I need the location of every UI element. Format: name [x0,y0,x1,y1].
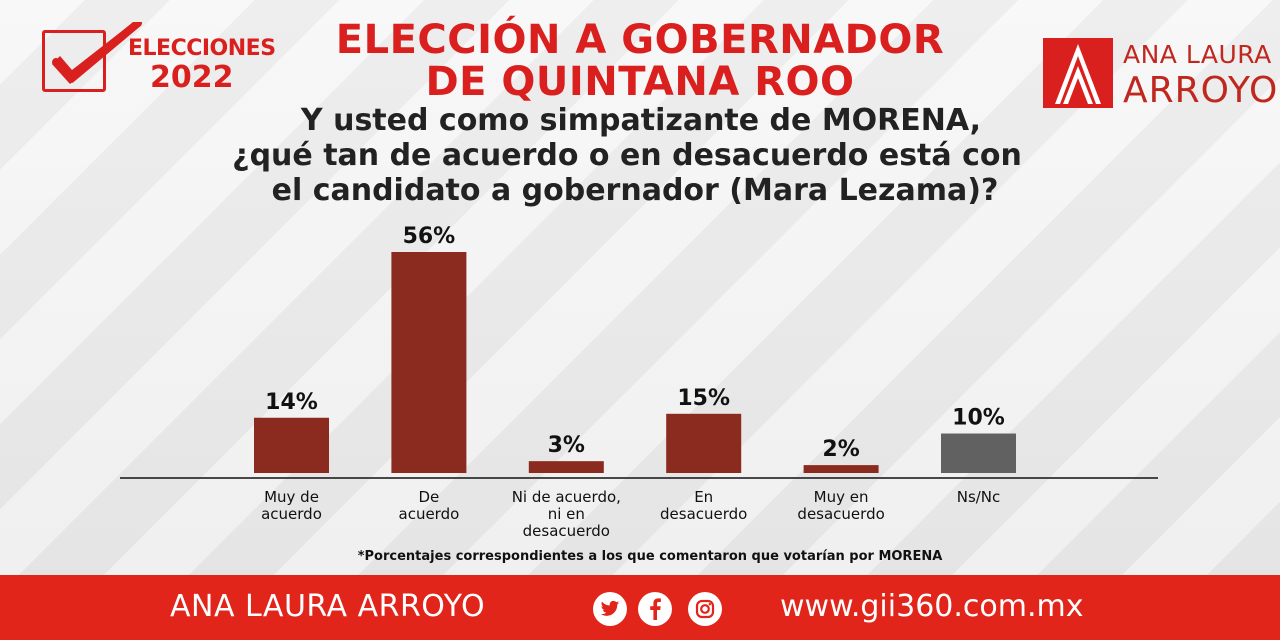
category-label-line: De [418,488,440,506]
category-label: Muy en desacuerdo [766,489,916,523]
category-label-line: desacuerdo [797,505,885,523]
brand-logo: ANA LAURA ARROYO [1043,38,1277,111]
category-label: En desacuerdo [629,489,779,523]
category-label: De acuerdo [354,489,504,523]
category-label-line: Muy de [264,488,319,506]
category-label-line: acuerdo [261,505,322,523]
category-label: Ni de acuerdo, ni en desacuerdo [491,489,641,540]
question-line1: Y usted como simpatizante de MORENA, [300,103,982,138]
bar [391,252,467,473]
data-label: 10% [952,406,1005,431]
brand-mark-icon [1043,38,1113,108]
elections-logo-year: 2022 [150,60,234,95]
category-label-line: ni en [547,505,585,523]
brand-logo-first-name: ANA LAURA [1123,40,1272,69]
category-label-line: desacuerdo [660,505,748,523]
footnote: *Porcentajes correspondientes a los que … [357,549,943,564]
category-label-line: Muy en [813,488,869,506]
footer-author-name: ANA LAURA ARROYO [170,589,486,624]
data-label: 15% [677,386,730,411]
instagram-icon[interactable] [688,592,722,626]
twitter-icon[interactable] [593,592,627,626]
data-label: 3% [548,433,585,458]
brand-logo-last-name: ARROYO [1123,70,1279,111]
bar [803,465,879,473]
checkmark-icon [52,22,142,84]
facebook-icon[interactable] [638,592,672,626]
category-label-line: desacuerdo [522,522,610,540]
category-label: Muy de acuerdo [217,489,367,523]
elections-2022-logo: ELECCIONES 2022 [40,22,280,102]
category-label-line: Ni de acuerdo, [511,488,621,506]
question-line2: ¿qué tan de acuerdo o en desacuerdo está… [232,138,1022,173]
data-label: 56% [403,224,456,249]
bar [941,433,1016,473]
page-title-line1: ELECCIÓN A GOBERNADOR [335,17,945,63]
bar [254,417,329,473]
data-label: 14% [265,390,318,415]
category-label-line: Ns/Nc [956,488,1001,506]
footer-bar: ANA LAURA ARROYO www.gii360.com.mx [0,575,1280,640]
data-label: 2% [822,437,859,462]
category-label-line: acuerdo [398,505,460,523]
footer-website[interactable]: www.gii360.com.mx [780,589,1084,624]
category-label: Ns/Nc [904,489,1054,506]
bar [528,461,604,473]
checkbox-icon [42,30,106,92]
elections-logo-word: ELECCIONES [128,36,276,61]
question-line3: el candidato a gobernador (Mara Lezama)? [271,173,999,208]
category-label-line: En [694,488,714,506]
bar [666,413,742,473]
page-title-line2: DE QUINTANA ROO [425,59,855,105]
